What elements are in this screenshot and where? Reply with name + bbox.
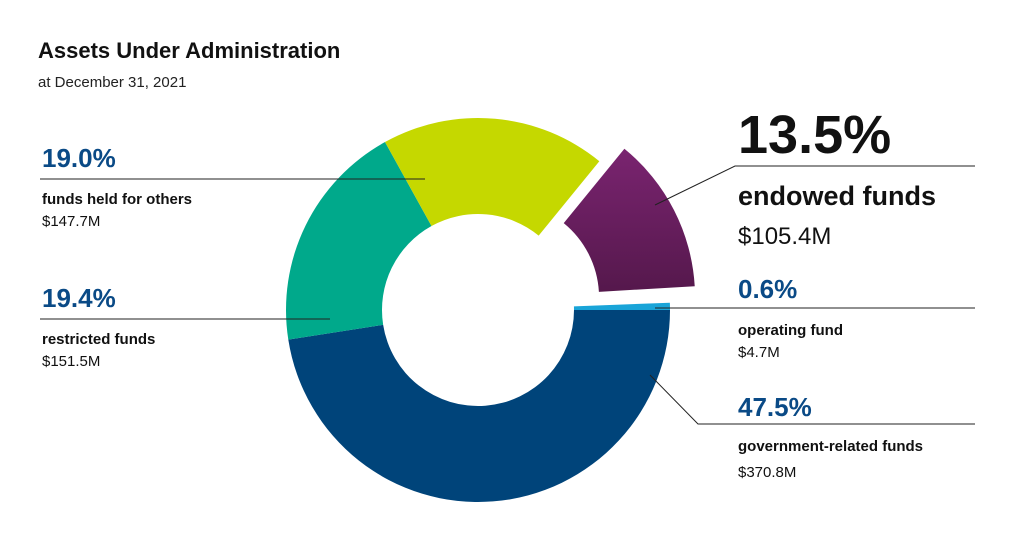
label-government-related-funds: 47.5% government-related funds $370.8M [738,394,923,482]
series-name: restricted funds [42,331,156,348]
label-endowed-funds: 13.5% endowed funds $105.4M [738,108,936,250]
chart-subtitle: at December 31, 2021 [38,74,187,91]
amount-label: $151.5M [42,353,101,370]
leader-government-related-funds [649,374,975,425]
slice-funds-held-for-others [385,117,600,236]
amount-label: $147.7M [42,213,101,230]
amount-label: $4.7M [738,344,780,361]
chart-title: Assets Under Administration [38,38,341,63]
percent-label: 47.5% [738,392,812,422]
percent-label: 0.6% [738,274,798,304]
leader-endowed-funds [654,165,975,206]
series-name: operating fund [738,322,843,339]
percent-label: 13.5% [738,105,892,165]
series-name: government-related funds [738,438,924,455]
series-name: endowed funds [738,181,936,211]
slice-endowed-funds [563,148,695,292]
label-funds-held-for-others: 19.0% funds held for others $147.7M [42,145,192,231]
series-name: funds held for others [42,191,192,208]
label-operating-fund: 0.6% operating fund $4.7M [738,276,843,362]
amount-label: $370.8M [738,464,797,481]
slice-restricted-funds [286,142,432,340]
percent-label: 19.4% [42,283,116,313]
slice-government-related-funds [288,310,670,503]
amount-label: $105.4M [738,222,832,250]
slice-operating-fund [573,302,670,310]
percent-label: 19.0% [42,143,116,173]
label-restricted-funds: 19.4% restricted funds $151.5M [42,285,155,371]
